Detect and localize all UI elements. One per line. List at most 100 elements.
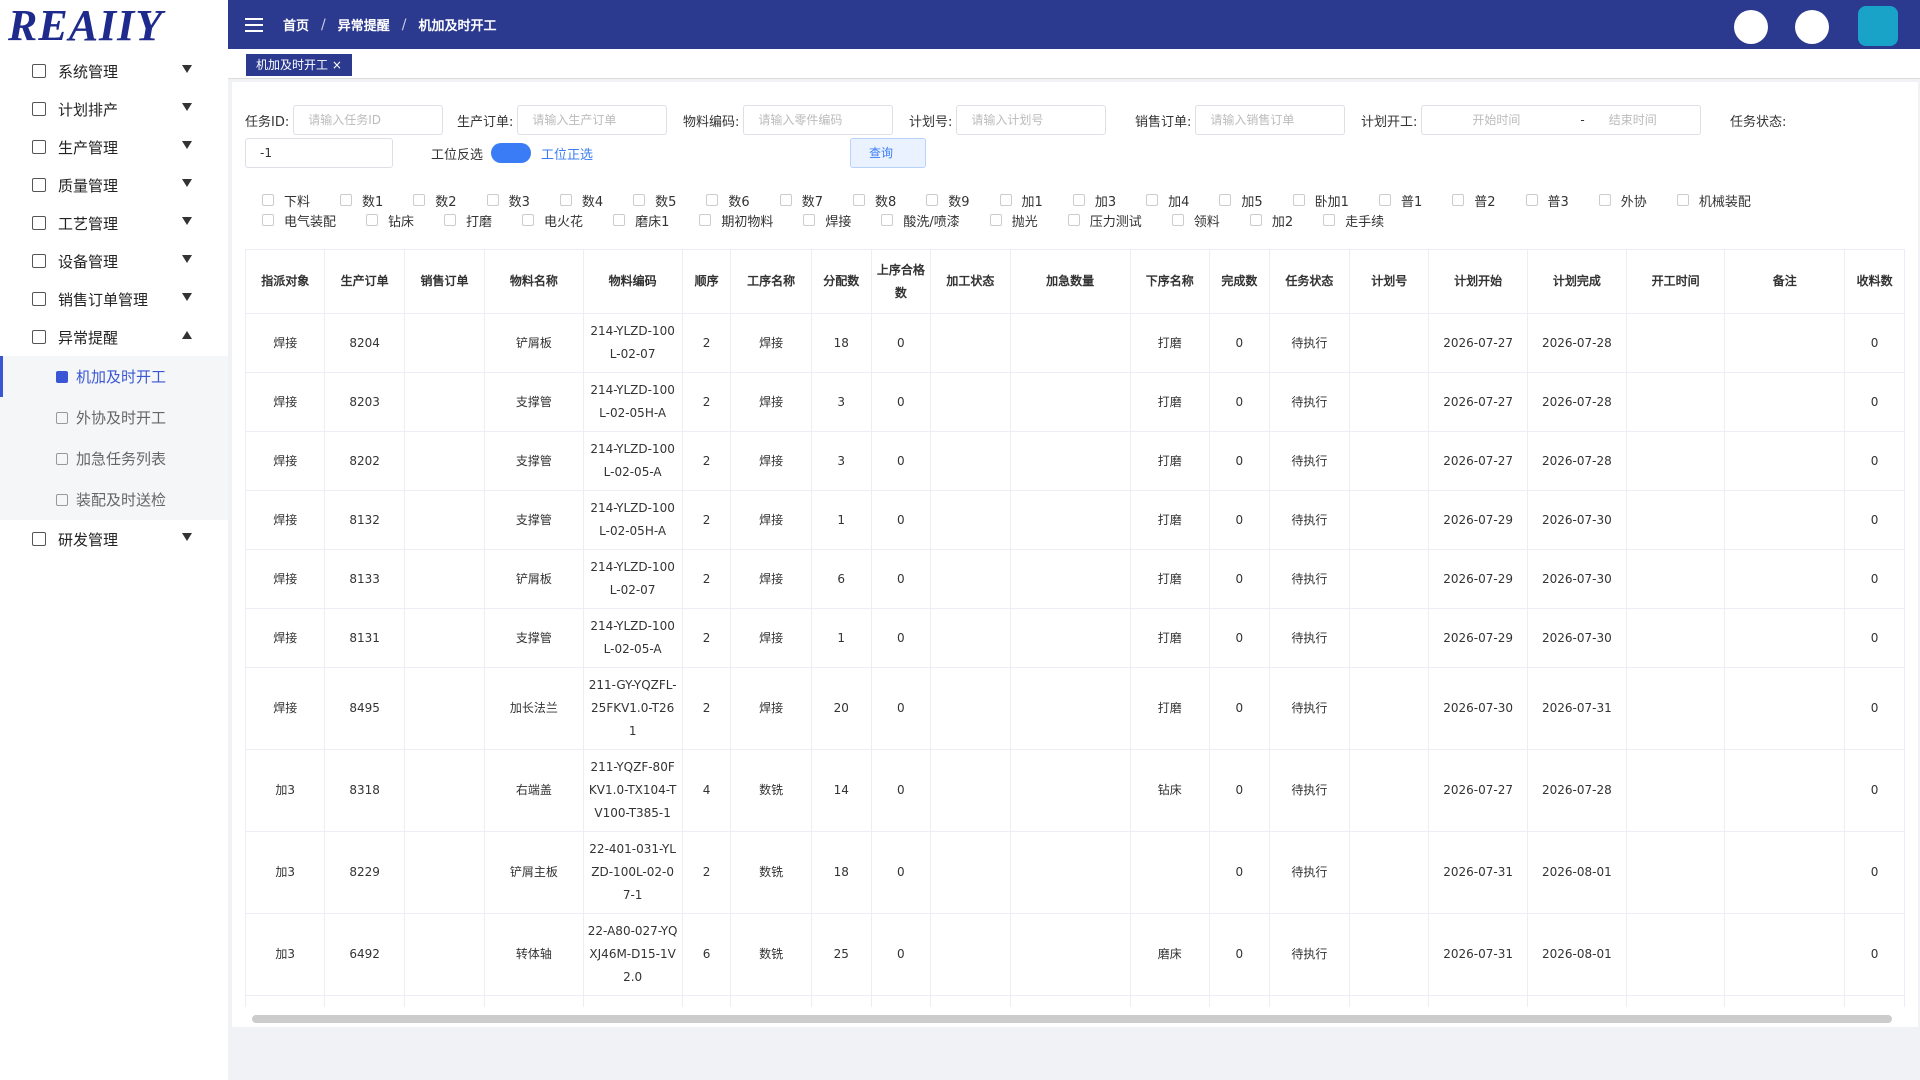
station-checkbox[interactable]: 加2 bbox=[1249, 212, 1293, 230]
station-checkbox[interactable]: 期初物料 bbox=[699, 212, 773, 230]
checkbox-box[interactable] bbox=[926, 194, 939, 206]
checkbox-box[interactable] bbox=[340, 194, 353, 206]
checkbox-box[interactable] bbox=[262, 194, 274, 206]
submenu-item[interactable]: 装配及时送检 bbox=[0, 479, 228, 520]
station-checkbox[interactable]: 钻床 bbox=[366, 212, 415, 230]
checkbox-box[interactable] bbox=[1292, 194, 1305, 206]
checkbox-box[interactable] bbox=[1452, 194, 1465, 206]
edit-button[interactable] bbox=[1795, 10, 1829, 44]
checkbox-label[interactable]: 数6 bbox=[728, 194, 750, 210]
checkbox-label[interactable]: 数8 bbox=[874, 194, 897, 210]
checkbox-label[interactable]: 电火花 bbox=[544, 214, 584, 230]
checkbox-label[interactable]: 普2 bbox=[1474, 194, 1496, 210]
station-checkbox[interactable]: 打磨 bbox=[444, 212, 493, 230]
checkbox-label[interactable]: 数3 bbox=[508, 194, 530, 210]
checkbox-box[interactable] bbox=[1146, 194, 1159, 206]
table-row[interactable]: 焊接 8204 铲屑板 214-YLZD-100L-02-07 2 焊接 18 0 打磨 0 待执行… bbox=[245, 313, 1905, 373]
text-input[interactable]: 请输入计划号 bbox=[956, 105, 1107, 135]
checkbox-label[interactable]: 加3 bbox=[1094, 194, 1117, 210]
checkbox-label[interactable]: 加4 bbox=[1168, 194, 1190, 210]
station-checkbox[interactable]: 酸洗/喷漆 bbox=[881, 212, 960, 230]
checkbox-label[interactable]: 卧加1 bbox=[1314, 194, 1349, 210]
menu-label[interactable]: 设备管理 bbox=[58, 252, 119, 271]
menu-item[interactable]: 系统管理 bbox=[0, 52, 228, 90]
table-row[interactable]: 焊接 8132 支撑管 214-YLZD-100L-02-05H-A 2 焊接 1 0 打磨 0 待… bbox=[245, 490, 1905, 550]
checkbox-label[interactable]: 领料 bbox=[1193, 214, 1220, 230]
mail-button[interactable] bbox=[1734, 10, 1768, 44]
checkbox-box[interactable] bbox=[633, 194, 646, 206]
menu-label[interactable]: 工艺管理 bbox=[58, 214, 119, 233]
checkbox-label[interactable]: 普1 bbox=[1400, 194, 1423, 210]
table-row[interactable]: 加3 8318 右端盖 211-YQZF-80FKV1.0-TX104-TV100-T… bbox=[245, 749, 1905, 832]
checkbox-label[interactable]: 数4 bbox=[581, 194, 604, 210]
station-checkbox[interactable]: 数9 bbox=[926, 192, 970, 210]
station-checkbox[interactable]: 数6 bbox=[706, 192, 750, 210]
checkbox-box[interactable] bbox=[803, 214, 816, 226]
checkbox-label[interactable]: 打磨 bbox=[466, 214, 493, 230]
checkbox-box[interactable] bbox=[413, 194, 426, 206]
table-row[interactable]: 焊接 8131 支撑管 214-YLZD-100L-02-05-A 2 焊接 1 0 打磨 0 待执… bbox=[245, 608, 1905, 668]
submenu-label[interactable]: 外协及时开工 bbox=[76, 409, 167, 427]
menu-label[interactable]: 系统管理 bbox=[58, 62, 119, 81]
station-checkbox[interactable]: 磨床1 bbox=[613, 212, 670, 230]
station-checkbox[interactable]: 数4 bbox=[559, 192, 604, 210]
station-checkbox[interactable]: 电气装配 bbox=[262, 212, 337, 230]
checkbox-label[interactable]: 磨床1 bbox=[635, 214, 670, 230]
checkbox-box[interactable] bbox=[366, 214, 379, 226]
table-row[interactable]: 焊接 8133 铲屑板 214-YLZD-100L-02-07 2 焊接 6 0 打磨 0 待执行 2… bbox=[245, 549, 1905, 609]
checkbox-box[interactable] bbox=[779, 194, 792, 206]
checkbox-label[interactable]: 下料 bbox=[284, 194, 311, 210]
checkbox-box[interactable] bbox=[1525, 194, 1538, 206]
submenu-label[interactable]: 机加及时开工 bbox=[76, 368, 167, 386]
date-start[interactable]: 开始时间 bbox=[1472, 113, 1521, 127]
status-select[interactable]: -1 bbox=[245, 138, 393, 168]
menu-item[interactable]: 生产管理 bbox=[0, 128, 228, 166]
table-row[interactable]: 焊接 8203 支撑管 214-YLZD-100L-02-05H-A 2 焊接 3 0 打磨 0 待… bbox=[245, 372, 1905, 432]
checkbox-label[interactable]: 焊接 bbox=[825, 214, 852, 230]
breadcrumb[interactable]: 异常提醒 bbox=[337, 19, 390, 34]
station-checkbox[interactable]: 数7 bbox=[779, 192, 823, 210]
date-end[interactable]: 结束时间 bbox=[1608, 113, 1657, 127]
menu-label[interactable]: 研发管理 bbox=[58, 530, 119, 549]
station-checkbox[interactable]: 普2 bbox=[1452, 192, 1496, 210]
station-checkbox[interactable]: 数5 bbox=[633, 192, 676, 210]
station-checkbox[interactable]: 加3 bbox=[1072, 192, 1117, 210]
table-row[interactable]: 焊接 8495 加长法兰 211-GY-YQZFL-25FKV1.0-T261 2 焊接 2… bbox=[245, 667, 1905, 750]
menu-label[interactable]: 质量管理 bbox=[58, 176, 119, 195]
checkbox-label[interactable]: 压力测试 bbox=[1089, 214, 1142, 230]
menu-item[interactable]: 工艺管理 bbox=[0, 204, 228, 242]
checkbox-label[interactable]: 钻床 bbox=[388, 214, 415, 230]
text-input[interactable]: 请输入销售订单 bbox=[1195, 105, 1346, 135]
station-checkbox[interactable]: 抛光 bbox=[989, 212, 1038, 230]
checkbox-box[interactable] bbox=[1249, 214, 1262, 226]
tab[interactable]: 机加及时开工 × bbox=[246, 54, 352, 76]
station-checkbox[interactable]: 下料 bbox=[262, 192, 311, 210]
menu-label[interactable]: 计划排产 bbox=[58, 100, 119, 119]
checkbox-box[interactable] bbox=[486, 194, 499, 206]
checkbox-label[interactable]: 电气装配 bbox=[284, 214, 337, 230]
checkbox-box[interactable] bbox=[613, 214, 626, 226]
checkbox-box[interactable] bbox=[262, 214, 274, 226]
tab-label[interactable]: 机加及时开工 bbox=[256, 58, 329, 72]
station-checkbox[interactable]: 加1 bbox=[999, 192, 1043, 210]
checkbox-box[interactable] bbox=[1676, 194, 1689, 206]
checkbox-label[interactable]: 数2 bbox=[435, 194, 457, 210]
menu-toggle[interactable] bbox=[245, 17, 263, 32]
submenu-item[interactable]: 加急任务列表 bbox=[0, 438, 228, 479]
checkbox-box[interactable] bbox=[881, 214, 894, 226]
station-checkbox[interactable]: 数1 bbox=[340, 192, 383, 210]
checkbox-box[interactable] bbox=[989, 214, 1002, 226]
checkbox-label[interactable]: 机械装配 bbox=[1698, 194, 1751, 210]
station-checkbox[interactable]: 卧加1 bbox=[1292, 192, 1349, 210]
checkbox-label[interactable]: 加1 bbox=[1021, 194, 1043, 210]
checkbox-box[interactable] bbox=[522, 214, 535, 226]
checkbox-box[interactable] bbox=[1378, 194, 1391, 206]
table-row[interactable]: 加3 8229 铲屑主板 22-401-031-YLZD-100L-02-07-1 2 数… bbox=[245, 831, 1905, 914]
submenu-item[interactable]: 机加及时开工 bbox=[0, 356, 228, 397]
checkbox-box[interactable] bbox=[699, 214, 712, 226]
station-checkbox[interactable]: 加5 bbox=[1219, 192, 1263, 210]
checkbox-box[interactable] bbox=[1072, 194, 1085, 206]
text-input[interactable]: 请输入生产订单 bbox=[517, 105, 668, 135]
checkbox-label[interactable]: 数7 bbox=[801, 194, 823, 210]
query-button[interactable]: 查询 bbox=[850, 138, 926, 168]
